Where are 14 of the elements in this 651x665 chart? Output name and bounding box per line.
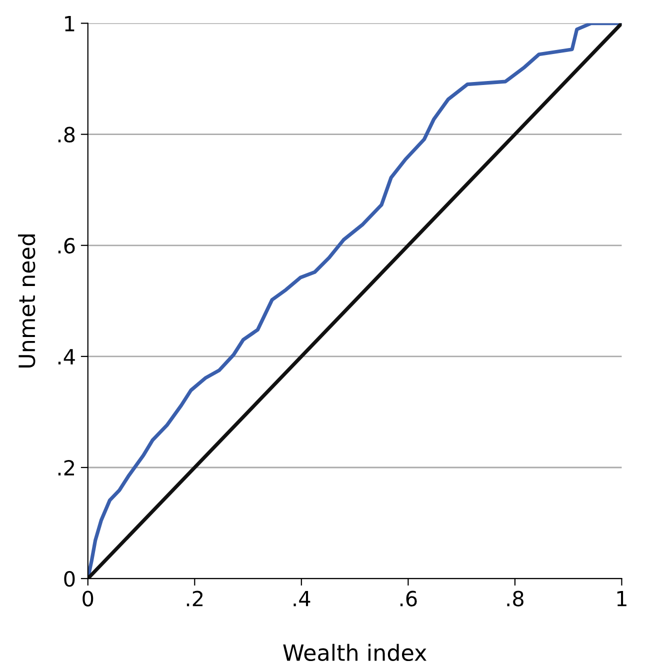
x-tick-label: 1 xyxy=(617,590,626,606)
x-tick-label: .6 xyxy=(400,590,417,606)
x-tick-label: .4 xyxy=(294,590,310,606)
y-tick-label: .4 xyxy=(58,349,75,364)
x-axis-title: Wealth index xyxy=(283,644,426,662)
x-tick-label: .8 xyxy=(507,590,524,606)
y-tick-label: 1 xyxy=(65,16,74,32)
y-tick-label: 0 xyxy=(64,571,75,587)
x-tick-label: .2 xyxy=(186,590,202,606)
y-tick-label: .2 xyxy=(58,460,74,476)
y-tick-label: .6 xyxy=(58,238,75,254)
y-tick-label: .8 xyxy=(58,126,75,143)
x-tick-label: 0 xyxy=(82,590,94,606)
y-axis-title: Unmet need xyxy=(18,234,36,368)
